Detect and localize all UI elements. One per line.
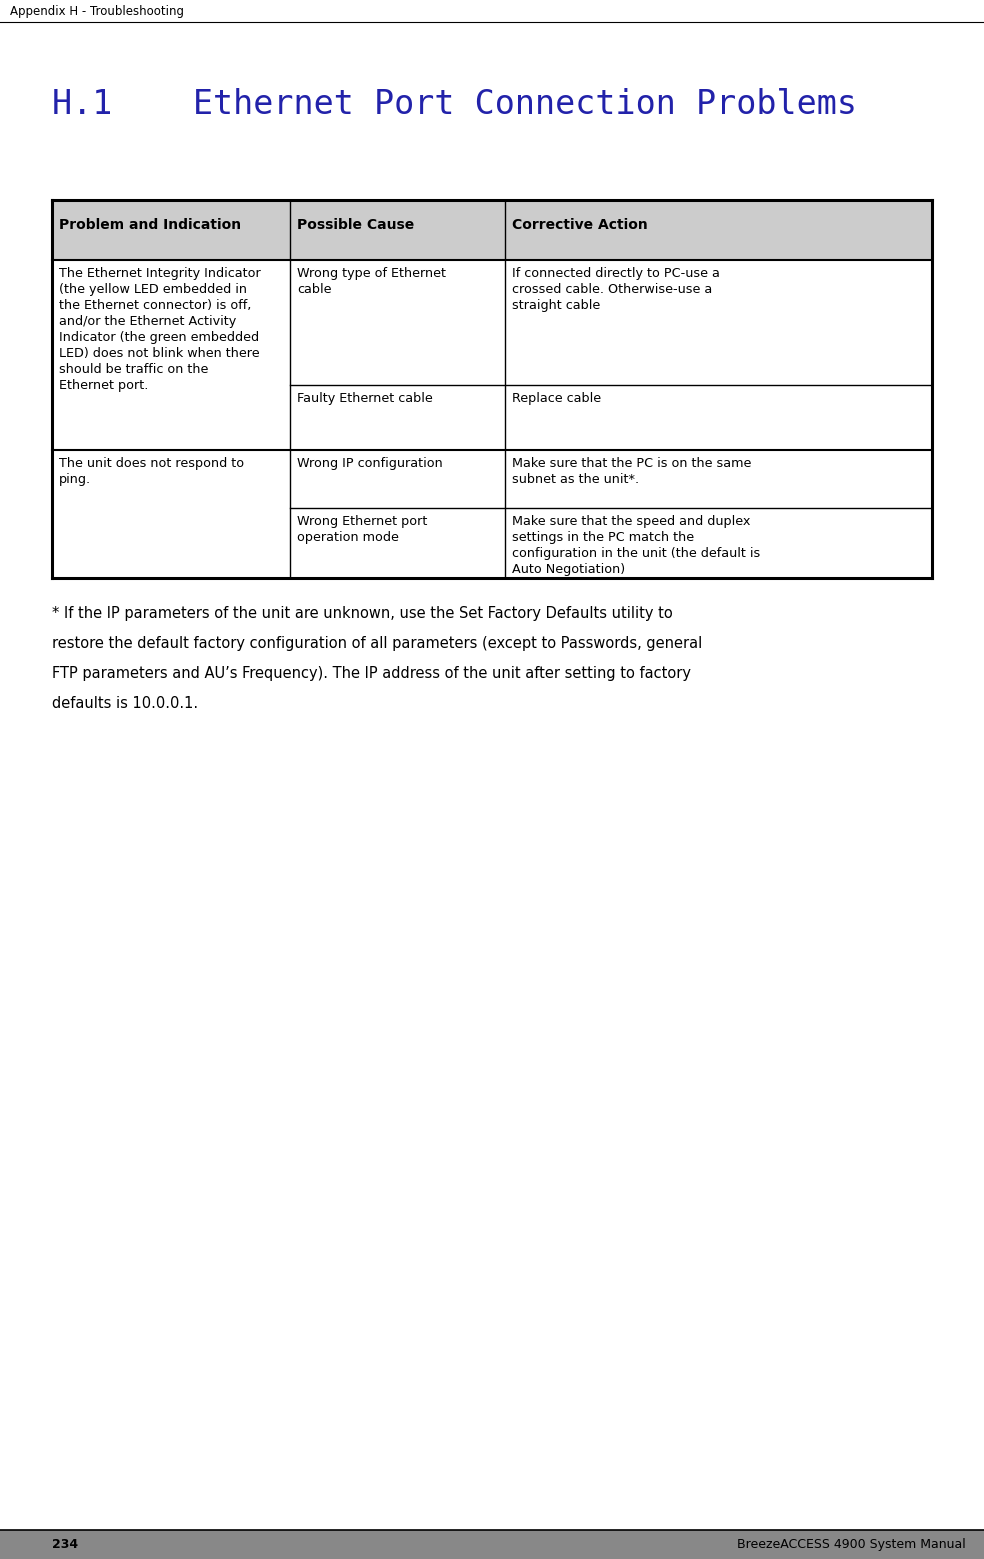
Bar [0,1529,984,1559]
Text: Corrective Action: Corrective Action [512,218,647,232]
Text: Replace cable: Replace cable [512,391,601,405]
Text: Make sure that the speed and duplex
settings in the PC match the
configuration i: Make sure that the speed and duplex sett… [512,514,761,575]
Text: Possible Cause: Possible Cause [297,218,414,232]
Text: Make sure that the PC is on the same
subnet as the unit*.: Make sure that the PC is on the same sub… [512,457,752,486]
Text: Appendix H - Troubleshooting: Appendix H - Troubleshooting [10,5,184,19]
Text: Wrong IP configuration: Wrong IP configuration [297,457,443,469]
Text: Faulty Ethernet cable: Faulty Ethernet cable [297,391,433,405]
Text: 234: 234 [52,1539,78,1551]
Text: * If the IP parameters of the unit are unknown, use the Set Factory Defaults uti: * If the IP parameters of the unit are u… [52,606,673,620]
Text: Wrong type of Ethernet
cable: Wrong type of Ethernet cable [297,267,446,296]
Text: FTP parameters and AU’s Frequency). The IP address of the unit after setting to : FTP parameters and AU’s Frequency). The … [52,666,691,681]
Text: H.1    Ethernet Port Connection Problems: H.1 Ethernet Port Connection Problems [52,87,857,122]
Text: Problem and Indication: Problem and Indication [59,218,241,232]
Text: BreezeACCESS 4900 System Manual: BreezeACCESS 4900 System Manual [737,1539,966,1551]
Bar [52,200,932,260]
Text: Wrong Ethernet port
operation mode: Wrong Ethernet port operation mode [297,514,427,544]
Text: If connected directly to PC-use a
crossed cable. Otherwise-use a
straight cable: If connected directly to PC-use a crosse… [512,267,720,312]
Text: defaults is 10.0.0.1.: defaults is 10.0.0.1. [52,695,198,711]
Text: The Ethernet Integrity Indicator
(the yellow LED embedded in
the Ethernet connec: The Ethernet Integrity Indicator (the ye… [59,267,261,391]
Text: The unit does not respond to
ping.: The unit does not respond to ping. [59,457,244,486]
Text: restore the default factory configuration of all parameters (except to Passwords: restore the default factory configuratio… [52,636,703,652]
